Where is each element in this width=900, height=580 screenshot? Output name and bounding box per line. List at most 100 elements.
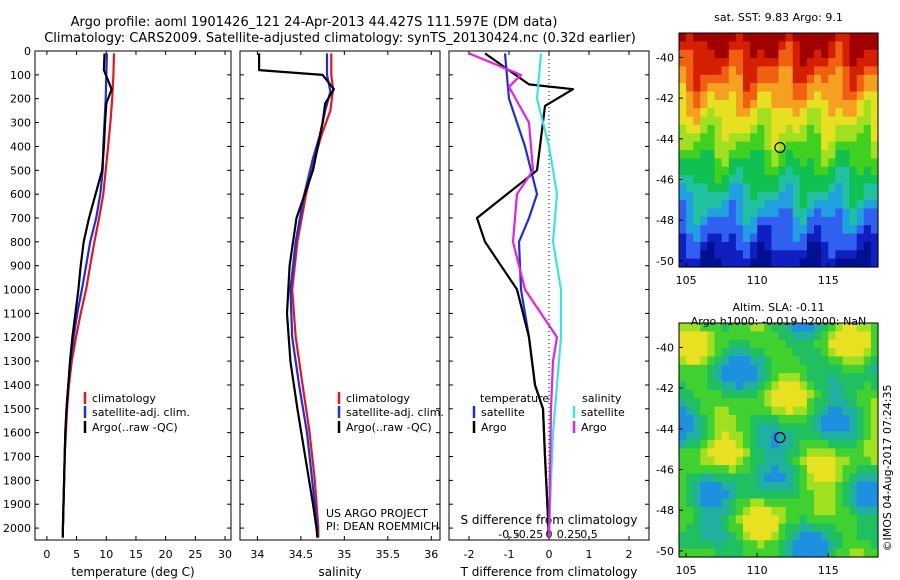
map-cell (728, 216, 737, 226)
map-cell (735, 191, 744, 201)
map-cell (785, 225, 794, 235)
map-cell (693, 250, 701, 260)
y-tick-label: -50 (656, 255, 674, 268)
map-cell (849, 175, 858, 185)
map-cell (693, 116, 701, 126)
map-cell (828, 233, 836, 243)
map-cell (778, 83, 787, 93)
map-cell (700, 141, 708, 151)
map-cell (785, 83, 794, 93)
map-cell (735, 166, 744, 176)
map-cell (799, 233, 808, 243)
map-cell (714, 200, 723, 210)
map-cell (771, 216, 780, 226)
y-tick-label: 100 (10, 69, 31, 82)
map-cell (863, 200, 872, 210)
map-cell (728, 83, 737, 93)
map-cell (771, 456, 780, 466)
map-cell (842, 200, 851, 210)
map-cell (714, 175, 723, 185)
map-cell (785, 116, 794, 126)
map-cell (849, 523, 858, 533)
map-cell (778, 389, 787, 399)
map-cell (707, 116, 716, 126)
map-cell (714, 91, 723, 101)
map-cell (686, 481, 694, 491)
map-cell (728, 66, 737, 76)
map-cell (714, 241, 723, 251)
map-cell (721, 258, 730, 268)
map-cell (714, 233, 723, 243)
map-cell (750, 175, 758, 185)
series-line (258, 53, 335, 538)
map-cell (764, 381, 772, 391)
map-cell (821, 166, 829, 176)
map-cell (743, 158, 751, 168)
map-cell (835, 440, 844, 449)
map-cell (764, 58, 772, 68)
map-cell (792, 423, 801, 433)
map-cell (806, 116, 815, 126)
map-cell (735, 124, 744, 134)
map-cell (821, 364, 829, 374)
map-cell (863, 389, 872, 399)
map-cell (863, 364, 872, 374)
map-cell (700, 191, 708, 201)
map-cell (778, 74, 787, 84)
map-cell (863, 381, 872, 391)
map-cell (728, 490, 737, 500)
map-cell (700, 440, 708, 449)
map-cell (778, 150, 787, 159)
map-cell (792, 183, 801, 193)
map-cell (870, 548, 879, 558)
map-cell (735, 531, 744, 541)
map-cell (870, 49, 879, 59)
map-cell (693, 91, 701, 101)
map-cell (750, 465, 758, 475)
map-cell (728, 515, 737, 525)
map-cell (700, 515, 708, 525)
map-cell (693, 216, 701, 226)
map-cell (750, 258, 758, 268)
map-cell (728, 540, 737, 550)
map-cell (849, 423, 858, 433)
map-cell (814, 431, 822, 441)
map-cell (771, 506, 780, 516)
map-cell (707, 183, 716, 193)
map-cell (778, 523, 787, 533)
map-cell (700, 91, 708, 101)
map-cell (721, 33, 730, 42)
y-tick-label: 1800 (3, 474, 31, 487)
map-cell (700, 389, 708, 399)
map-cell (750, 414, 758, 424)
map-cell (707, 99, 716, 109)
plot-frame (34, 50, 232, 541)
map-cell (700, 74, 708, 84)
x-tick-label: -2 (464, 548, 475, 561)
map-cell (870, 531, 879, 541)
map-cell (806, 150, 815, 159)
map-title: sat. SST: 9.83 Argo: 9.1 (714, 11, 843, 24)
map-cell (778, 66, 787, 76)
pi-annotation: PI: DEAN ROEMMICH (326, 520, 439, 533)
map-cell (750, 498, 758, 508)
map-cell (842, 91, 851, 101)
map-cell (778, 250, 787, 260)
map-cell (842, 531, 851, 541)
map-cell (771, 208, 780, 218)
map-cell (849, 108, 858, 118)
map-cell (728, 373, 737, 383)
x-tick-label: 34 (250, 548, 264, 561)
map-cell (842, 506, 851, 516)
series-line (535, 53, 563, 538)
map-cell (693, 548, 701, 558)
map-cell (771, 83, 780, 93)
map-cell (757, 389, 765, 399)
map-cell (750, 58, 758, 68)
map-cell (686, 540, 694, 550)
title-line-2: Climatology: CARS2009. Satellite-adjuste… (44, 31, 636, 46)
map-cell (757, 323, 765, 332)
map-cell (799, 356, 808, 366)
map-cell (828, 339, 836, 349)
map-cell (863, 440, 872, 449)
